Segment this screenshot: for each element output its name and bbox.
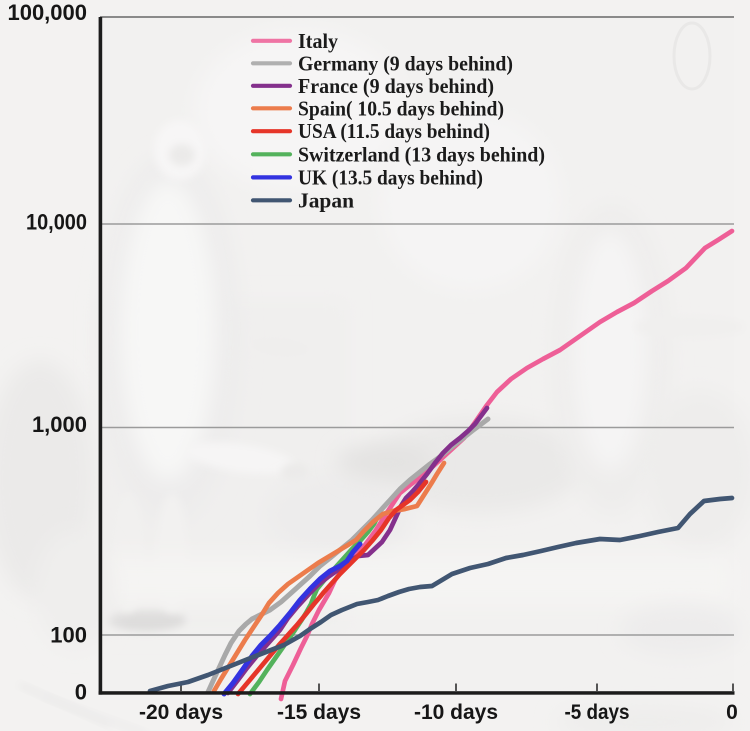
svg-text:Japan: Japan: [298, 188, 354, 212]
svg-text:1,000: 1,000: [32, 412, 87, 437]
svg-text:Spain( 10.5 days behind): Spain( 10.5 days behind): [298, 96, 504, 120]
svg-text:-10 days: -10 days: [414, 701, 498, 724]
svg-text:-5 days: -5 days: [565, 701, 630, 724]
svg-text:France (9 days behind): France (9 days behind): [298, 74, 494, 98]
svg-text:Switzerland (13 days behind): Switzerland (13 days behind): [298, 142, 545, 166]
svg-text:USA (11.5 days behind): USA (11.5 days behind): [298, 119, 490, 143]
svg-text:100: 100: [50, 623, 87, 648]
svg-text:0: 0: [726, 701, 738, 724]
svg-text:0: 0: [75, 680, 87, 705]
svg-text:Italy: Italy: [298, 29, 338, 53]
svg-text:10,000: 10,000: [26, 210, 87, 235]
svg-text:-20 days: -20 days: [139, 701, 223, 724]
svg-text:UK (13.5 days behind): UK (13.5 days behind): [298, 165, 483, 189]
svg-text:-15 days: -15 days: [277, 701, 361, 724]
svg-text:100,000: 100,000: [7, 0, 87, 25]
svg-text:Germany (9 days behind): Germany (9 days behind): [298, 51, 513, 75]
